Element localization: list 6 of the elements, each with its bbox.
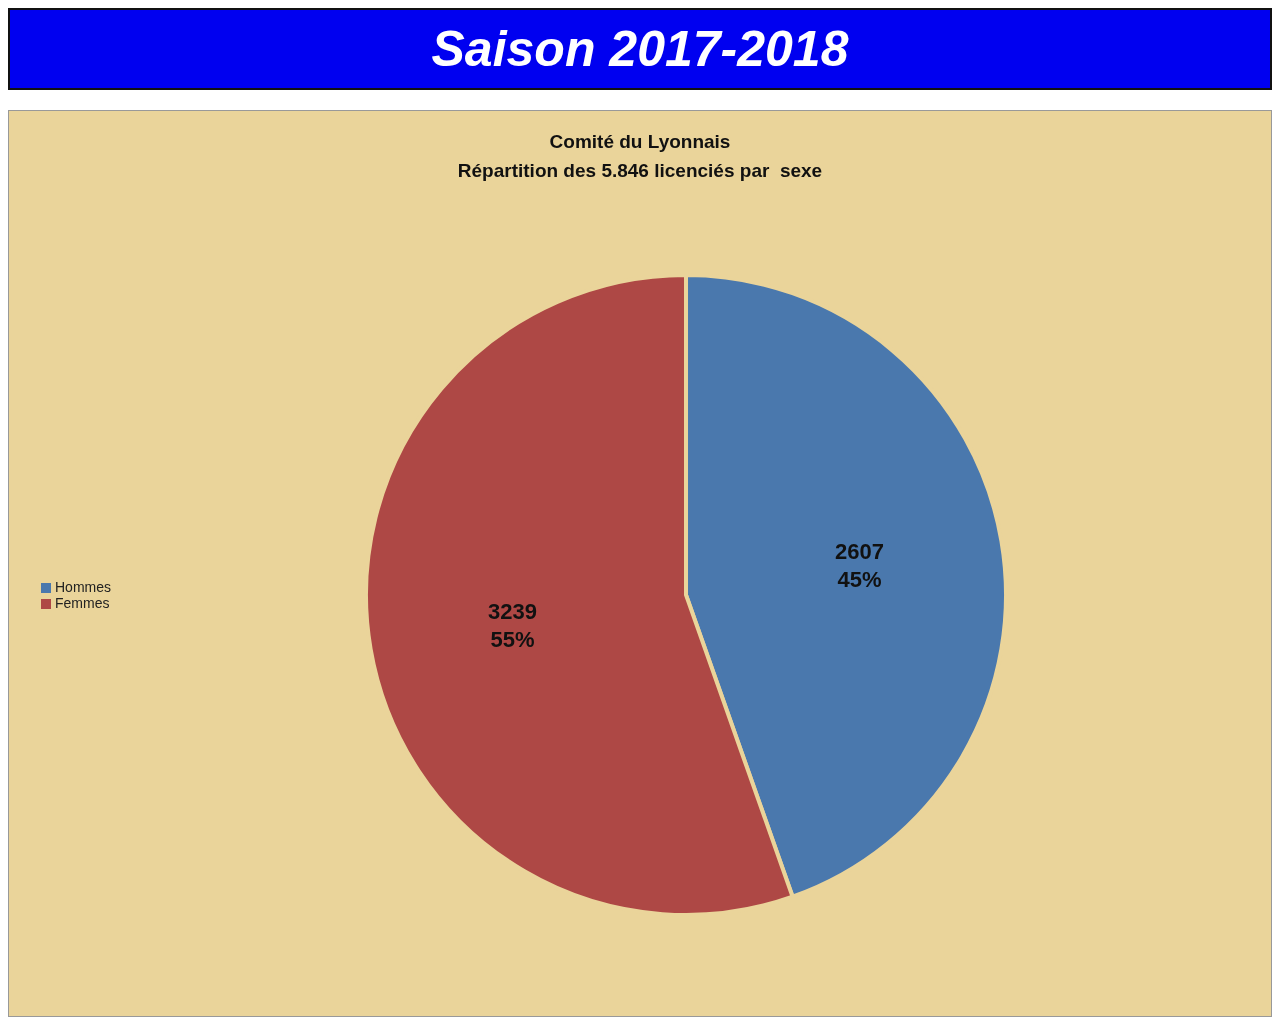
data-label: 2607 45% [835,538,884,592]
legend-label: Hommes [55,579,112,595]
chart-subtitle: Comité du Lyonnais Répartition des 5.846 licenciés par sexe [456,130,824,183]
legend-label: Femmes [55,595,110,611]
data-label: 3239 55% [488,598,538,652]
chart-title: Saison 2017-2018 [431,20,849,78]
